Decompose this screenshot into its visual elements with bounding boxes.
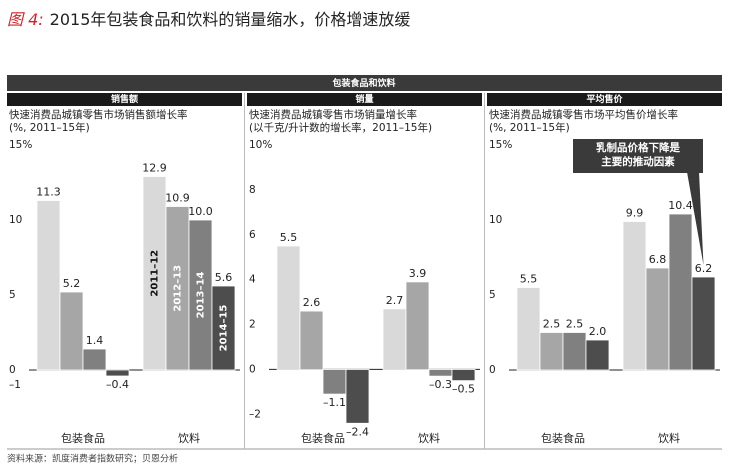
bar: [299, 310, 324, 370]
callout-pointer: [687, 172, 704, 265]
y-tick-label: 6: [249, 229, 256, 241]
value-label: 6.2: [695, 262, 713, 275]
bar: [622, 221, 647, 371]
x-tick-label: 包装食品: [541, 431, 585, 445]
x-tick-label: 饮料: [658, 431, 680, 445]
value-label: 9.9: [626, 207, 644, 220]
y-tick-label: 0: [489, 364, 496, 376]
value-label: –2.4: [346, 425, 369, 438]
value-label: –1.1: [323, 396, 346, 409]
value-label: 11.3: [36, 186, 61, 199]
legend-label: 2013–14: [196, 272, 207, 319]
panel-title: 销售额: [111, 93, 138, 105]
panel-subtitle: (以千克/升计数的增长率，2011–15年): [249, 121, 432, 134]
bar: [539, 332, 564, 371]
value-label: 3.9: [409, 267, 427, 280]
bar: [668, 213, 693, 371]
bar: [105, 369, 130, 377]
x-tick-label: 饮料: [178, 431, 200, 445]
value-label: –0.3: [429, 378, 452, 391]
panel-header: [247, 93, 482, 106]
legend-label: 2011–12: [150, 250, 161, 297]
bar: [322, 369, 347, 395]
panel-header: [7, 93, 242, 106]
panel-title: 销量: [355, 93, 373, 105]
value-label: –0.4: [106, 378, 129, 391]
bar: [82, 348, 107, 371]
value-label: 6.8: [649, 253, 667, 266]
source: 资料来源：凯度消费者指数研究；贝恩分析: [7, 453, 178, 465]
banner-bar: [7, 75, 722, 91]
value-label: 10.0: [188, 205, 213, 218]
y-tick-label: 5: [489, 289, 496, 301]
panel-title: 平均售价: [586, 93, 623, 105]
title-line: 图 4: 2015年包装食品和饮料的销量缩水，价格增速放缓: [7, 10, 410, 29]
value-label: 10.9: [165, 192, 190, 205]
value-label: 5.5: [520, 273, 538, 286]
banner: 包装食品和饮料: [331, 77, 395, 89]
y-tick-label: 8: [249, 184, 256, 196]
bar: [645, 267, 670, 371]
y-tick-label: –1: [9, 379, 21, 391]
panel-subtitle: 快速消费品城镇零售市场销售额增长率: [9, 108, 188, 121]
panel-subtitle: 快速消费品城镇零售市场平均售价增长率: [489, 108, 678, 121]
bar: [516, 287, 541, 371]
panel-subtitle: (%, 2011–15年): [9, 121, 90, 134]
value-label: –0.5: [452, 383, 475, 396]
value-label: 5.2: [63, 277, 81, 290]
annotation: 主要的推动因素: [601, 155, 675, 168]
y-tick-label: 0: [9, 364, 16, 376]
panel-subtitle: (%, 2011–15年): [489, 121, 570, 134]
callout-box: [573, 139, 703, 173]
value-label: 2.0: [589, 325, 607, 338]
y-tick-label: 5: [9, 289, 16, 301]
y-tick-label: 10%: [249, 139, 272, 151]
value-label: 10.4: [668, 199, 693, 212]
y-tick-label: 4: [249, 274, 256, 286]
x-tick-label: 饮料: [418, 431, 440, 445]
legend-label: 2014–15: [219, 305, 230, 352]
panel-subtitle: 快速消费品城镇零售市场销量增长率: [249, 108, 417, 121]
y-tick-label: 10: [9, 214, 22, 226]
x-tick-label: 包装食品: [301, 431, 345, 445]
legend-label: 2012–13: [173, 265, 184, 312]
x-tick-label: 包装食品: [61, 431, 105, 445]
bar: [59, 291, 84, 371]
value-label: 12.9: [142, 162, 167, 175]
y-tick-label: 15%: [9, 139, 32, 151]
value-label: 5.6: [215, 271, 233, 284]
annotation: 乳制品价格下降是: [596, 141, 680, 154]
value-label: 2.6: [303, 296, 321, 309]
bar: [382, 308, 407, 370]
value-label: 2.5: [543, 318, 561, 331]
bar: [585, 339, 610, 371]
chart-title: 2015年包装食品和饮料的销量缩水，价格增速放缓: [50, 10, 411, 29]
bar: [276, 245, 301, 370]
bar: [428, 369, 453, 377]
y-tick-label: 10: [489, 214, 502, 226]
bar: [562, 332, 587, 371]
value-label: 1.4: [86, 334, 104, 347]
y-tick-label: 15%: [489, 139, 512, 151]
value-label: 2.5: [566, 318, 584, 331]
bar: [451, 369, 476, 382]
value-label: 5.5: [280, 231, 298, 244]
value-label: 2.7: [386, 294, 404, 307]
bar: [405, 281, 430, 370]
y-tick-label: –2: [249, 408, 261, 420]
panel-header: [487, 93, 722, 106]
bar: [36, 200, 61, 371]
y-tick-label: 2: [249, 319, 256, 331]
bar: [211, 285, 236, 371]
y-tick-label: 0: [249, 363, 256, 375]
bar: [691, 276, 716, 371]
figure-label: 图 4:: [7, 10, 44, 29]
bar: [345, 369, 370, 424]
